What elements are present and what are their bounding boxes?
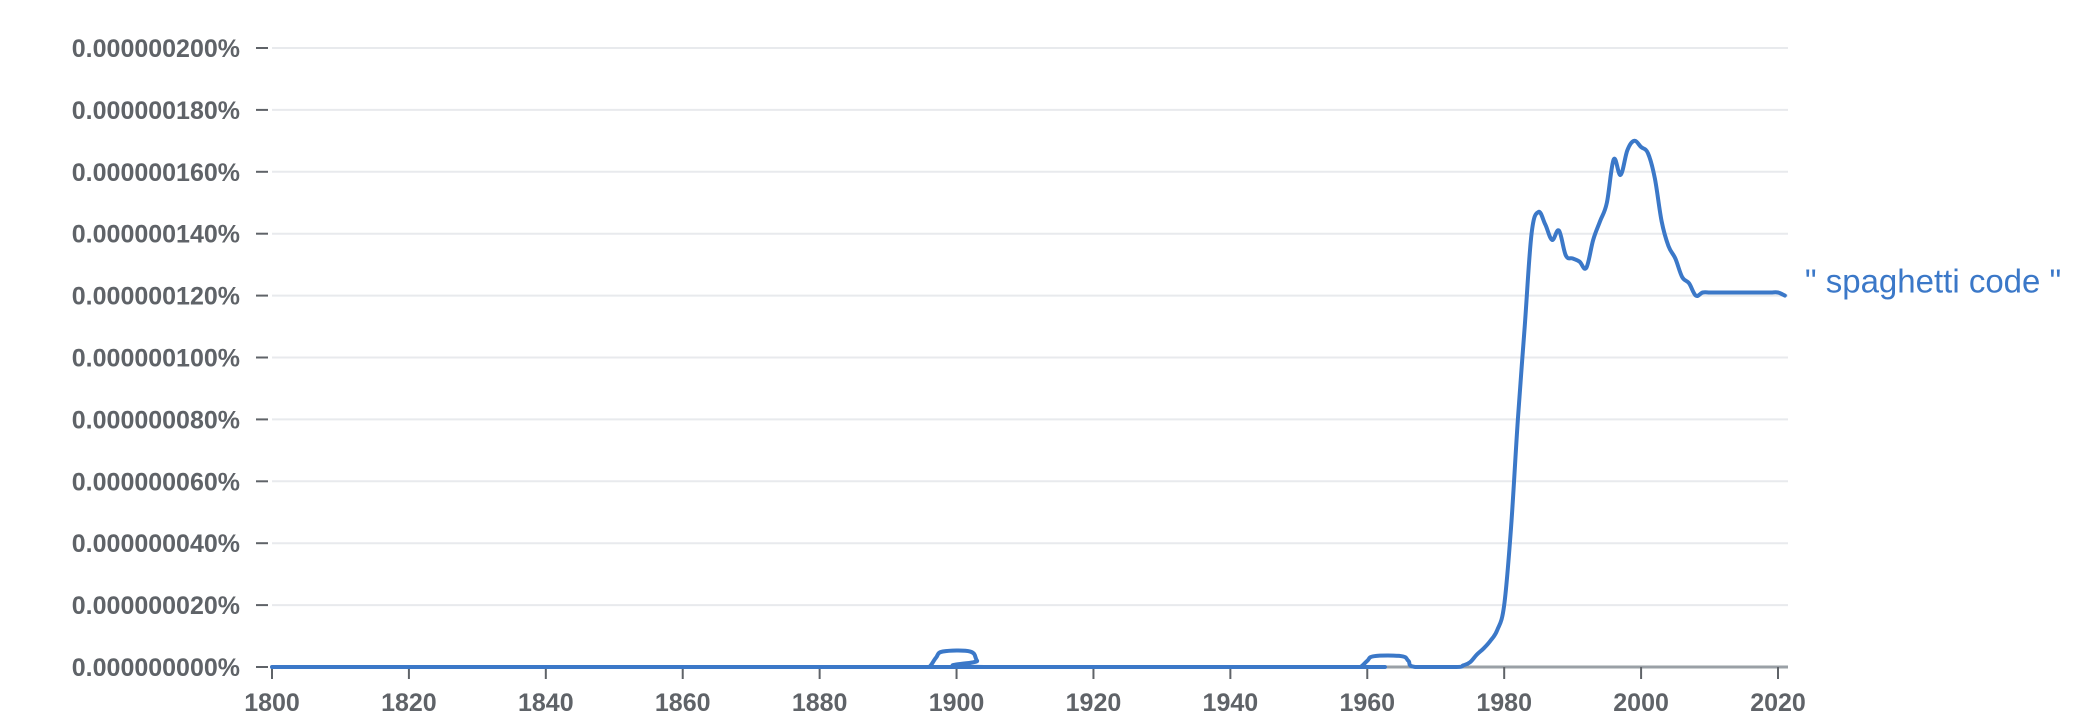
- y-tick-label: 0.000000140%: [72, 221, 240, 249]
- series-label[interactable]: " spaghetti code ": [1805, 263, 2061, 300]
- y-tick-label: 0.000000200%: [72, 35, 240, 63]
- grid-layer: [272, 47, 1788, 607]
- x-tick-label: 1900: [929, 689, 985, 717]
- y-tick-label: 0.000000000%: [72, 654, 240, 682]
- x-tick-label: 1840: [518, 689, 574, 717]
- series-line[interactable]: [270, 138, 1787, 670]
- x-tick-label: 1960: [1339, 689, 1395, 717]
- y-tick-label: 0.000000120%: [72, 283, 240, 311]
- x-tick-label: 1820: [381, 689, 437, 717]
- y-axis: 0.000000000% 0.000000020% 0.000000040% 0.00…: [72, 35, 268, 682]
- x-tick-label: 1860: [655, 689, 711, 717]
- y-tick-label: 0.000000060%: [72, 468, 240, 496]
- x-tick-label: 2000: [1613, 689, 1669, 717]
- x-tick-label: 1980: [1476, 689, 1532, 717]
- x-tick-label: 1880: [792, 689, 848, 717]
- x-axis: 1800 1820 1840 1860 1880 1900 1920 1940 1960 1980…: [244, 665, 1806, 717]
- y-tick-label: 0.000000080%: [72, 406, 240, 434]
- x-tick-label: 1940: [1203, 689, 1259, 717]
- y-tick-label: 0.000000020%: [72, 592, 240, 620]
- y-tick-label: 0.000000040%: [72, 530, 240, 558]
- x-tick-label: 2020: [1750, 689, 1806, 717]
- y-tick-label: 0.000000160%: [72, 159, 240, 187]
- y-tick-label: 0.000000100%: [72, 345, 240, 373]
- series-layer: " spaghetti code ": [270, 138, 2061, 670]
- y-tick-label: 0.000000180%: [72, 97, 240, 125]
- x-tick-label: 1800: [244, 689, 300, 717]
- x-tick-label: 1920: [1066, 689, 1122, 717]
